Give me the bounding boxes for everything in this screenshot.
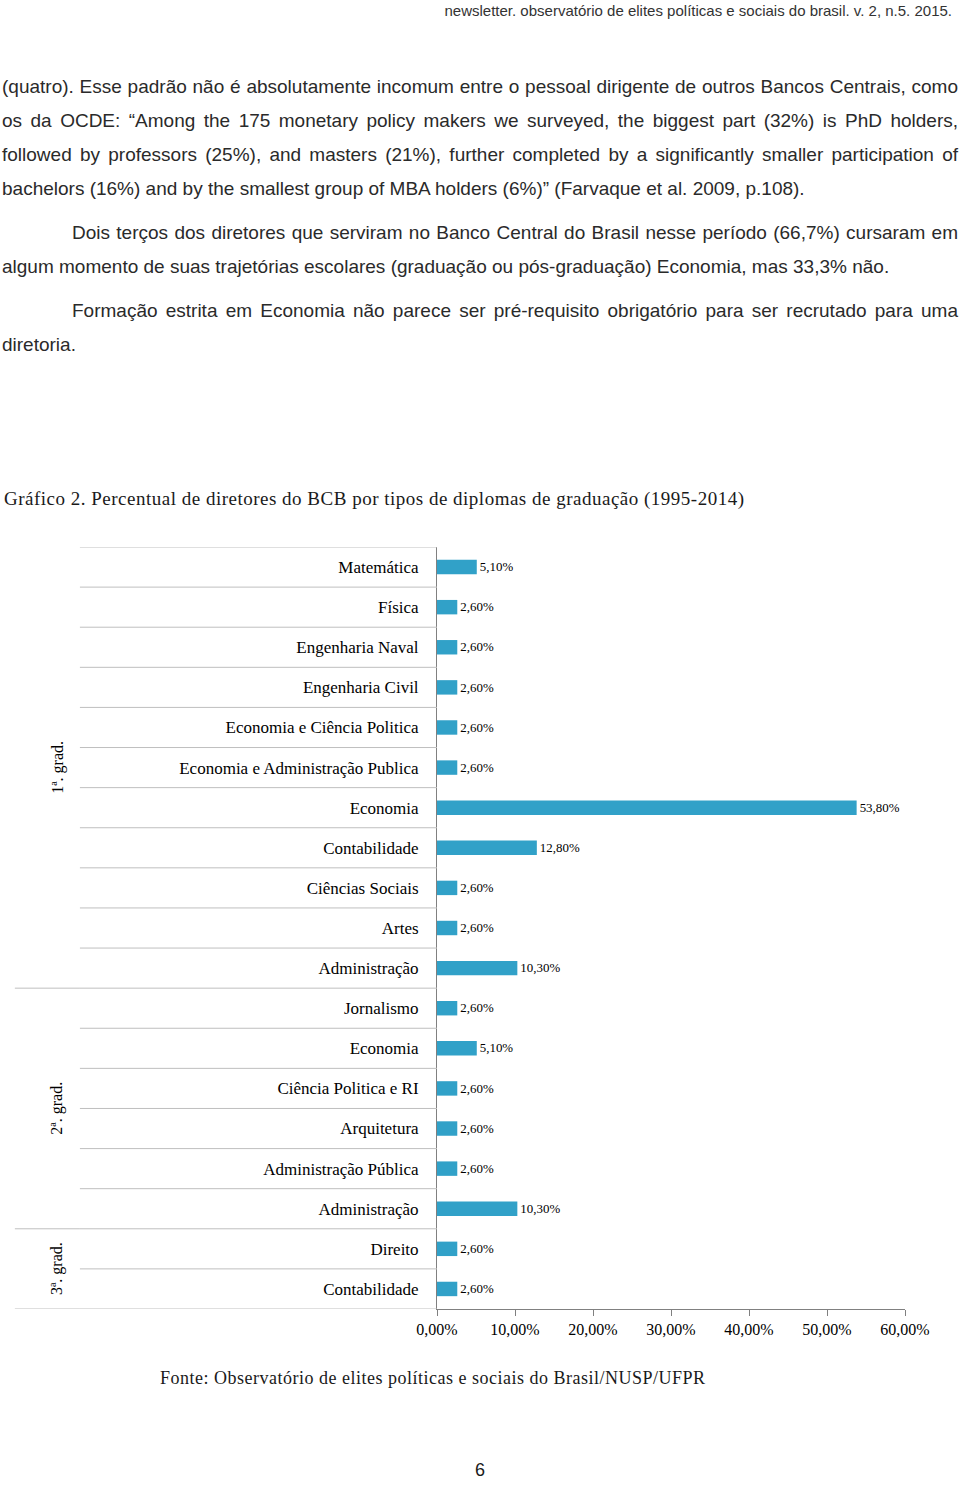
svg-text:Administração: Administração <box>319 959 419 978</box>
html-text:newsletter. observatório de el: newsletter. observatório de elites polít… <box>444 2 952 19</box>
svg-text:2,60%: 2,60% <box>460 720 494 735</box>
svg-text:1ª. grad.: 1ª. grad. <box>49 741 67 794</box>
svg-text:Economia e Ciência Politica: Economia e Ciência Politica <box>226 718 420 737</box>
svg-text:Direito: Direito <box>370 1240 418 1259</box>
svg-text:Artes: Artes <box>382 919 419 938</box>
svg-text:Economia: Economia <box>350 799 419 818</box>
svg-text:10,30%: 10,30% <box>520 1201 560 1216</box>
svg-text:2,60%: 2,60% <box>460 599 494 614</box>
svg-text:50,00%: 50,00% <box>802 1321 851 1338</box>
svg-text:Administração Pública: Administração Pública <box>263 1160 419 1179</box>
svg-text:2,60%: 2,60% <box>460 1281 494 1296</box>
svg-text:Matemática: Matemática <box>338 558 419 577</box>
svg-text:60,00%: 60,00% <box>880 1321 929 1338</box>
svg-text:2,60%: 2,60% <box>460 1000 494 1015</box>
svg-text:12,80%: 12,80% <box>540 840 580 855</box>
svg-text:0,00%: 0,00% <box>416 1321 457 1338</box>
svg-text:10,30%: 10,30% <box>520 960 560 975</box>
svg-text:2ª. grad.: 2ª. grad. <box>48 1082 66 1135</box>
svg-text:2,60%: 2,60% <box>460 639 494 654</box>
svg-text:30,00%: 30,00% <box>646 1321 695 1338</box>
svg-text:Ciência Politica e RI: Ciência Politica e RI <box>277 1079 418 1098</box>
svg-text:Engenharia Civil: Engenharia Civil <box>303 678 419 697</box>
svg-text:53,80%: 53,80% <box>860 800 900 815</box>
svg-text:Economia: Economia <box>350 1039 419 1058</box>
html-text:Gráfico 2. Percentual de diret: Gráfico 2. Percentual de diretores do BC… <box>4 488 745 509</box>
svg-text:2,60%: 2,60% <box>460 760 494 775</box>
svg-text:10,00%: 10,00% <box>490 1321 539 1338</box>
svg-text:Administração: Administração <box>319 1200 419 1219</box>
svg-text:Contabilidade: Contabilidade <box>323 1280 418 1299</box>
html-text:6: 6 <box>475 1460 485 1480</box>
svg-text:Economia e Administração Publi: Economia e Administração Publica <box>179 759 419 778</box>
svg-text:40,00%: 40,00% <box>724 1321 773 1338</box>
svg-text:Arquitetura: Arquitetura <box>340 1119 419 1138</box>
html-text:Formação estrita em Economia n: Formação estrita em Economia não parece … <box>2 300 958 355</box>
html-text:Fonte: Observatório de elites: Fonte: Observatório de elites políticas … <box>160 1368 706 1388</box>
svg-text:2,60%: 2,60% <box>460 880 494 895</box>
svg-text:2,60%: 2,60% <box>460 920 494 935</box>
svg-text:20,00%: 20,00% <box>568 1321 617 1338</box>
svg-text:2,60%: 2,60% <box>460 1081 494 1096</box>
html-text:Dois terços dos diretores que: Dois terços dos diretores que serviram n… <box>2 222 958 277</box>
svg-text:Contabilidade: Contabilidade <box>323 839 418 858</box>
svg-text:Ciências Sociais: Ciências Sociais <box>307 879 419 898</box>
html-text:(quatro). Esse padrão não é ab: (quatro). Esse padrão não é absolutament… <box>2 76 958 199</box>
svg-text:Jornalismo: Jornalismo <box>344 999 419 1018</box>
svg-text:2,60%: 2,60% <box>460 1241 494 1256</box>
svg-text:2,60%: 2,60% <box>460 1161 494 1176</box>
svg-text:Engenharia Naval: Engenharia Naval <box>296 638 419 657</box>
svg-text:2,60%: 2,60% <box>460 1121 494 1136</box>
svg-text:5,10%: 5,10% <box>480 559 514 574</box>
svg-text:3ª. grad.: 3ª. grad. <box>48 1242 66 1295</box>
svg-text:Física: Física <box>378 598 419 617</box>
svg-text:5,10%: 5,10% <box>480 1040 514 1055</box>
svg-text:2,60%: 2,60% <box>460 680 494 695</box>
